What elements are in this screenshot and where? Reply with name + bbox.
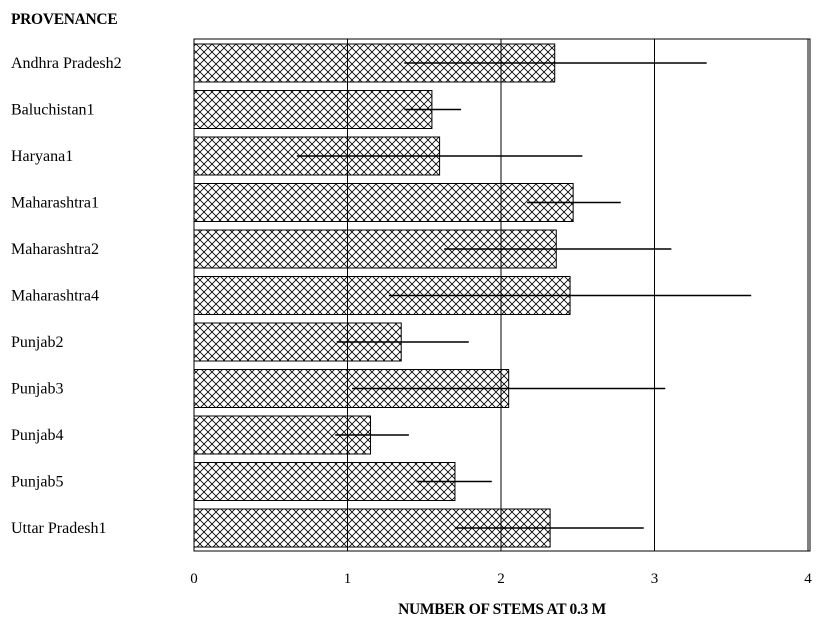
category-label: Punjab2: [11, 334, 63, 351]
bar: [193, 462, 456, 501]
x-tick-label: 1: [344, 571, 352, 587]
x-tick-label: 4: [804, 571, 812, 587]
category-label: Punjab5: [11, 474, 63, 491]
category-label: Maharashtra2: [11, 241, 99, 258]
category-label: Maharashtra4: [11, 288, 99, 305]
category-label: Punjab3: [11, 381, 63, 398]
category-label: Punjab4: [11, 427, 63, 444]
x-tick-label: 2: [497, 571, 505, 587]
category-label: Baluchistan1: [11, 102, 95, 119]
bar: [193, 90, 433, 129]
x-tick-labels: 0 1 2 3 4: [190, 571, 812, 587]
x-axis-title: NUMBER OF STEMS AT 0.3 M: [398, 601, 606, 618]
bars-group: [193, 43, 574, 548]
category-label: Maharashtra1: [11, 195, 99, 212]
error-bars-group: [296, 62, 752, 529]
category-label: Haryana1: [11, 148, 73, 165]
category-label: Andhra Pradesh2: [11, 55, 122, 72]
bar: [193, 183, 574, 222]
category-label: Uttar Pradesh1: [11, 520, 107, 537]
x-tick-label: 0: [190, 571, 198, 587]
x-tick-label: 3: [651, 571, 659, 587]
y-axis-title: PROVENANCE: [11, 11, 117, 28]
category-labels: Andhra Pradesh2 Baluchistan1 Haryana1 Mahar…: [11, 55, 122, 537]
